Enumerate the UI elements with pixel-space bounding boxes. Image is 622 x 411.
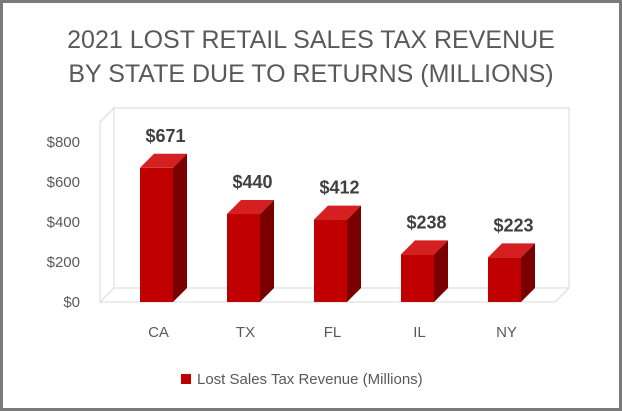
chart-title-line-1: 2021 LOST RETAIL SALES TAX REVENUE [67, 26, 555, 54]
data-label: $671 [145, 126, 185, 146]
data-label: $238 [406, 212, 446, 232]
x-category-label: IL [413, 324, 426, 341]
data-label: $223 [493, 215, 533, 235]
legend: Lost Sales Tax Revenue (Millions) [181, 371, 423, 388]
bar [140, 167, 173, 302]
x-axis-categories: CA TX FL IL NY [148, 324, 517, 341]
data-labels: $671 $440 $412 $238 $223 [145, 126, 533, 236]
data-label: $440 [232, 172, 272, 192]
back-wall [114, 107, 570, 288]
bar-top [401, 240, 448, 255]
y-tick-label: $800 [47, 134, 80, 151]
x-category-label: CA [148, 324, 169, 341]
bar-series [140, 153, 535, 302]
bar-top [227, 200, 274, 214]
bar-side [434, 240, 448, 302]
bar-side [173, 153, 187, 302]
x-category-label: FL [324, 324, 342, 341]
bar [401, 254, 434, 302]
data-label: $412 [319, 178, 359, 198]
y-tick-label: $400 [47, 214, 80, 231]
bar [488, 257, 521, 302]
legend-swatch [181, 374, 191, 384]
side-wall [99, 106, 115, 302]
bar-side [260, 200, 274, 302]
y-tick-label: $600 [47, 174, 80, 191]
bar [227, 214, 260, 302]
chart-title-line-2: BY STATE DUE TO RETURNS (MILLIONS) [68, 60, 553, 88]
legend-label: Lost Sales Tax Revenue (Millions) [197, 371, 423, 388]
bar-top [140, 153, 187, 168]
bar-top [314, 205, 361, 220]
y-tick-label: $200 [47, 254, 80, 271]
x-category-label: TX [236, 324, 255, 341]
y-axis-ticks: $0 $200 $400 $600 $800 [47, 134, 80, 311]
bar-top [488, 243, 535, 258]
bar [314, 219, 347, 302]
x-category-label: NY [496, 324, 517, 341]
y-tick-label: $0 [63, 294, 80, 311]
bar-side [521, 243, 535, 302]
bar-side [347, 205, 361, 302]
